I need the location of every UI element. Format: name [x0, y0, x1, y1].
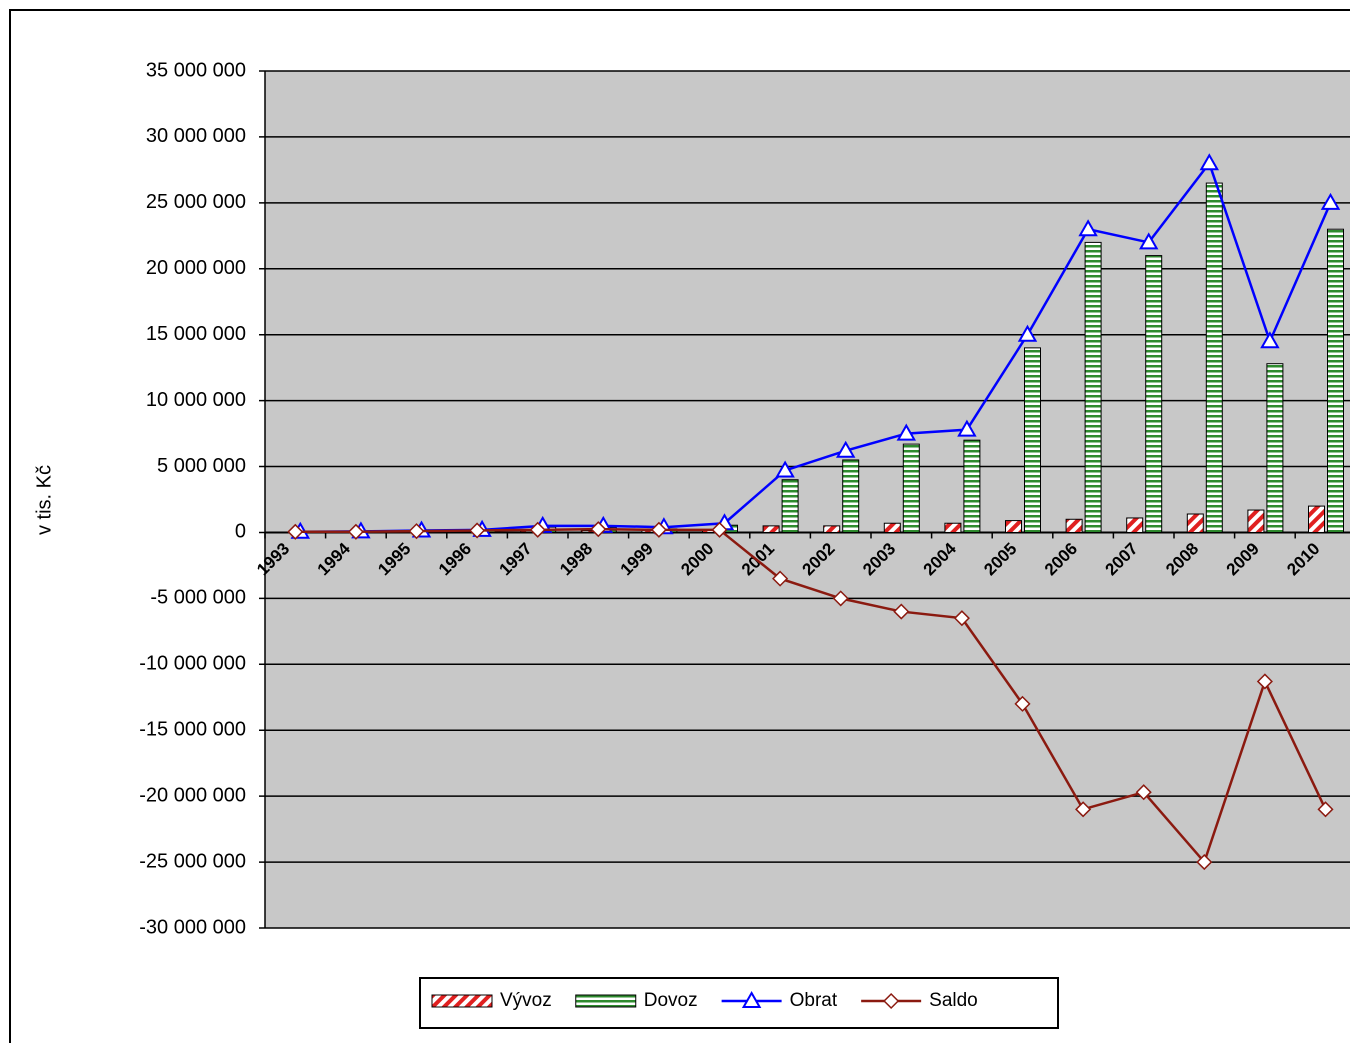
legend-label: Saldo	[929, 990, 978, 1011]
legend-swatch	[575, 994, 637, 1008]
y-tick-label: -5 000 000	[150, 587, 246, 609]
point	[1078, 219, 1098, 237]
point	[1196, 854, 1213, 871]
point	[1075, 801, 1092, 818]
point	[1138, 232, 1159, 250]
point	[1017, 324, 1038, 342]
point	[1317, 801, 1334, 818]
y-tick-label: 35 000 000	[146, 59, 246, 81]
bar	[883, 522, 901, 533]
bar	[823, 525, 841, 533]
point	[835, 440, 856, 458]
bar	[1247, 509, 1265, 533]
y-tick-label: 20 000 000	[146, 257, 246, 279]
bar	[1024, 347, 1041, 533]
bar	[1205, 182, 1223, 533]
bar	[762, 525, 780, 533]
point	[590, 521, 607, 538]
legend-swatch	[431, 994, 493, 1008]
y-axis-label: v tis. Kč	[33, 465, 55, 535]
legend-label: Obrat	[790, 990, 838, 1011]
point	[347, 523, 364, 540]
bar	[1065, 518, 1083, 533]
legend-label: Vývoz	[500, 990, 552, 1011]
bar	[842, 459, 860, 533]
line	[295, 527, 1327, 865]
chart-frame	[9, 9, 1350, 1043]
point	[893, 603, 910, 620]
y-tick-label: 5 000 000	[157, 455, 246, 477]
y-tick-label: -30 000 000	[139, 916, 246, 938]
point	[832, 590, 849, 607]
point	[650, 521, 667, 538]
bar	[1186, 513, 1204, 533]
point	[529, 521, 546, 538]
point	[953, 610, 970, 627]
point	[287, 523, 304, 540]
bar	[1266, 363, 1284, 533]
point	[775, 460, 795, 478]
y-tick-label: 30 000 000	[146, 125, 246, 147]
bar	[1327, 228, 1344, 533]
point	[1320, 192, 1341, 210]
y-tick-label: 15 000 000	[146, 323, 246, 345]
point	[408, 523, 425, 540]
point	[1256, 673, 1273, 690]
legend-marker	[883, 992, 900, 1010]
bar	[1145, 255, 1163, 533]
point	[711, 521, 728, 538]
y-tick-label: 10 000 000	[146, 389, 246, 411]
bar	[963, 439, 981, 533]
bar	[944, 522, 962, 533]
y-tick-label: -20 000 000	[139, 784, 246, 806]
bar	[1308, 505, 1325, 533]
y-tick-label: -25 000 000	[139, 850, 246, 872]
point	[1135, 784, 1152, 801]
point	[772, 570, 789, 587]
point	[469, 522, 486, 539]
plot-area	[265, 71, 1350, 928]
point	[1014, 695, 1031, 712]
legend-marker	[741, 990, 762, 1008]
point	[896, 423, 917, 441]
bar	[1005, 520, 1022, 533]
bar	[1126, 517, 1144, 533]
point	[957, 419, 977, 437]
legend	[419, 977, 1059, 1029]
bar	[902, 443, 920, 533]
point	[1260, 331, 1280, 349]
y-tick-label: -10 000 000	[139, 653, 246, 675]
y-tick-label: 0	[235, 521, 246, 543]
y-tick-label: 25 000 000	[146, 191, 246, 213]
y-tick-label: -15 000 000	[139, 719, 246, 741]
legend-label: Dovoz	[644, 990, 698, 1011]
bar	[1084, 241, 1102, 533]
bar	[781, 479, 799, 533]
point	[1199, 153, 1220, 171]
